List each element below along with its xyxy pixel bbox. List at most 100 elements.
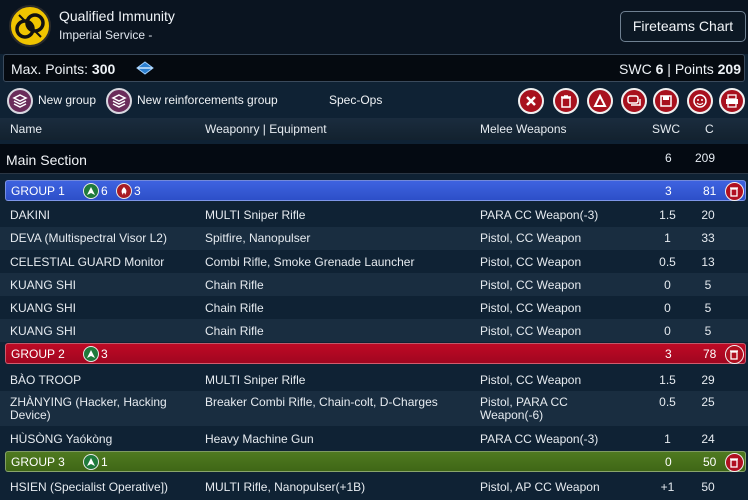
trooper-melee: Pistol, CC Weapon: [480, 373, 582, 387]
regular-order-icon: [83, 346, 99, 362]
delete-group-icon[interactable]: [725, 182, 744, 201]
table-row[interactable]: KUANG SHI Chain Rifle Pistol, CC Weapon …: [0, 273, 748, 296]
fireteams-chart-button[interactable]: Fireteams Chart: [620, 11, 746, 42]
trooper-swc: 1: [664, 432, 671, 446]
trooper-weapons: Chain Rifle: [205, 324, 264, 338]
max-points-label: Max. Points:: [11, 61, 89, 77]
trooper-cost: 5: [704, 301, 712, 315]
trooper-cost: 5: [704, 324, 712, 338]
new-reinforcements-button[interactable]: New reinforcements group: [137, 93, 278, 107]
trooper-name: DEVA (Multispectral Visor L2): [10, 231, 167, 245]
new-reinforcements-icon[interactable]: [106, 88, 132, 114]
trooper-melee: Pistol, CC Weapon: [480, 231, 582, 245]
trooper-cost: 5: [704, 278, 712, 292]
main-section-row[interactable]: Main Section 6 209: [0, 144, 748, 174]
col-melee: Melee Weapons: [480, 122, 567, 136]
points-label: Points: [674, 61, 714, 77]
points-selector-icon[interactable]: [136, 61, 154, 75]
group-header-2[interactable]: GROUP 2 3 3 78: [5, 343, 746, 364]
group-swc: 0: [665, 455, 672, 469]
group-swc: 3: [665, 184, 672, 198]
trooper-weapons: Chain Rifle: [205, 278, 264, 292]
close-icon[interactable]: [518, 88, 544, 114]
trooper-melee: Pistol, AP CC Weapon: [480, 480, 600, 494]
spec-ops-button[interactable]: Spec-Ops: [329, 93, 383, 107]
col-swc: SWC: [652, 122, 680, 136]
trooper-swc: 0.5: [659, 255, 676, 269]
group-swc: 3: [665, 347, 672, 361]
trooper-melee: Pistol, CC Weapon: [480, 255, 582, 269]
army-logo-icon[interactable]: [587, 88, 613, 114]
trooper-swc: 1.5: [659, 373, 676, 387]
trooper-weapons: Breaker Combi Rifle, Chain-colt, D-Charg…: [205, 395, 438, 409]
group-header-3[interactable]: GROUP 3 1 0 50: [5, 451, 746, 472]
delete-group-icon[interactable]: [725, 345, 744, 364]
table-row[interactable]: HSIEN (Specialist Operative]) MULTI Rifl…: [0, 475, 748, 498]
trooper-name: DAKINI: [10, 208, 51, 222]
trooper-name: BÀO TROOP: [10, 373, 82, 387]
group-name: GROUP 2: [11, 347, 65, 361]
trooper-weapons: Spitfire, Nanopulser: [205, 231, 311, 245]
app-header: Qualified Immunity Imperial Service - Fi…: [0, 0, 748, 54]
trooper-weapons: MULTI Sniper Rifle: [205, 208, 306, 222]
trooper-name: HÙSÒNG Yaókòng: [10, 432, 113, 446]
trooper-name: HSIEN (Specialist Operative]): [10, 480, 169, 494]
new-group-icon[interactable]: [7, 88, 33, 114]
table-row[interactable]: CELESTIAL GUARD Monitor Combi Rifle, Smo…: [0, 250, 748, 273]
col-c: C: [705, 122, 714, 136]
trooper-cost: 50: [701, 480, 715, 494]
group-cost: 50: [703, 455, 717, 469]
summary-separator: |: [667, 61, 671, 77]
trash-icon[interactable]: [553, 88, 579, 114]
trooper-cost: 29: [701, 373, 715, 387]
swc-total-value: 6: [655, 61, 664, 77]
group-name: GROUP 1: [11, 184, 65, 198]
faction-logo: [9, 5, 51, 47]
table-row[interactable]: HÙSÒNG Yaókòng Heavy Machine Gun PARA CC…: [0, 427, 748, 450]
trooper-weapons: Combi Rifle, Smoke Grenade Launcher: [205, 255, 415, 269]
regular-order-count: 1: [101, 455, 108, 469]
delete-group-icon[interactable]: [725, 453, 744, 472]
column-headers: Name Weaponry | Equipment Melee Weapons …: [0, 118, 748, 140]
group-header-1[interactable]: GROUP 1 6 3 3 81: [5, 180, 746, 201]
trooper-swc: 1: [664, 231, 671, 245]
trooper-weapons: MULTI Rifle, Nanopulser(+1B): [205, 480, 366, 494]
faction-emblem-icon: [15, 13, 45, 39]
max-points: Max. Points: 300: [11, 61, 115, 77]
table-row[interactable]: KUANG SHI Chain Rifle Pistol, CC Weapon …: [0, 319, 748, 342]
trooper-name: CELESTIAL GUARD Monitor: [10, 255, 165, 269]
regular-order-icon: [83, 183, 99, 199]
swc-points-summary: SWC 6 | Points 209: [619, 61, 741, 77]
trooper-cost: 24: [701, 432, 715, 446]
trooper-swc: 0: [664, 324, 671, 338]
toolbar: New group New reinforcements group Spec-…: [0, 85, 748, 117]
new-group-button[interactable]: New group: [38, 93, 97, 107]
save-icon[interactable]: [653, 88, 679, 114]
chat-icon[interactable]: [621, 88, 647, 114]
army-faction-subtitle: Imperial Service -: [59, 28, 153, 42]
impetuous-order-icon: [116, 183, 132, 199]
col-weaponry: Weaponry | Equipment: [205, 122, 327, 136]
trooper-swc: +1: [660, 480, 675, 494]
table-row[interactable]: KUANG SHI Chain Rifle Pistol, CC Weapon …: [0, 296, 748, 319]
trooper-melee: Pistol, CC Weapon: [480, 301, 582, 315]
max-points-value: 300: [91, 61, 116, 77]
table-row[interactable]: ZHÀNYING (Hacker, Hacking Device) Breake…: [0, 391, 748, 426]
trooper-swc: 1.5: [659, 208, 676, 222]
trooper-cost: 25: [701, 395, 715, 409]
trooper-cost: 33: [701, 231, 715, 245]
col-name: Name: [10, 122, 43, 136]
group-cost: 78: [703, 347, 717, 361]
table-row[interactable]: DEVA (Multispectral Visor L2) Spitfire, …: [0, 227, 748, 250]
trooper-melee: PARA CC Weapon(-3): [480, 432, 599, 446]
group-cost: 81: [703, 184, 717, 198]
trooper-cost: 20: [701, 208, 715, 222]
table-row[interactable]: DAKINI MULTI Sniper Rifle PARA CC Weapon…: [0, 204, 748, 227]
trooper-swc: 0.5: [659, 395, 676, 409]
print-icon[interactable]: [719, 88, 745, 114]
regular-order-icon: [83, 454, 99, 470]
smiley-icon[interactable]: [687, 88, 713, 114]
points-bar: Max. Points: 300 SWC 6 | Points 209: [3, 54, 745, 82]
trooper-melee: PARA CC Weapon(-3): [480, 208, 599, 222]
table-row[interactable]: BÀO TROOP MULTI Sniper Rifle Pistol, CC …: [0, 368, 748, 391]
